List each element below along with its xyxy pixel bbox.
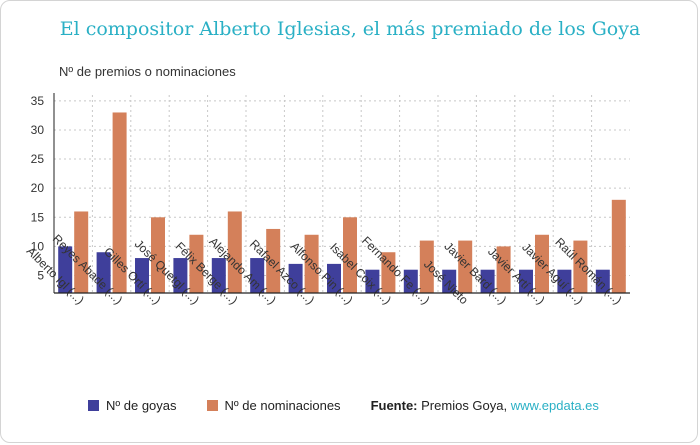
bar-nominaciones [458, 240, 473, 293]
source-label: Fuente: [370, 397, 418, 413]
bar-nominaciones [74, 211, 89, 293]
bar-nominaciones [266, 228, 281, 293]
chart-title: El compositor Alberto Iglesias, el más p… [59, 18, 641, 40]
source-text: Premios Goya, [421, 397, 508, 413]
y-tick-label: 30 [31, 123, 45, 137]
y-tick-label: 5 [37, 269, 44, 283]
bar-goyas [595, 269, 610, 293]
bar-goyas [480, 269, 495, 293]
legend-swatch-nominaciones [206, 399, 218, 411]
bar-goyas [557, 269, 572, 293]
bar-goyas [58, 246, 73, 293]
legend-swatch-goyas [88, 399, 99, 411]
bar-nominaciones [381, 252, 396, 293]
source-link[interactable]: www.epdata.es [510, 397, 599, 413]
legend-label-nominaciones: Nº de nominaciones [224, 397, 341, 413]
bar-nominaciones [304, 234, 319, 293]
y-tick-label: 25 [31, 152, 45, 166]
bar-goyas [403, 269, 418, 293]
bar-nominaciones [343, 217, 357, 293]
bar-goyas [365, 269, 380, 293]
bar-nominaciones [419, 240, 434, 293]
y-tick-label: 10 [31, 239, 45, 253]
bar-goyas [288, 263, 303, 293]
bar-goyas [173, 258, 188, 293]
legend-item-nominaciones[interactable]: Nº de nominaciones [206, 397, 341, 413]
legend: Nº de goyas Nº de nominaciones Fuente: P… [88, 396, 599, 414]
bar-goyas [135, 258, 149, 293]
bar-goyas [442, 269, 457, 293]
bar-nominaciones [496, 246, 511, 293]
y-tick-label: 20 [31, 181, 45, 195]
y-tick-label: 35 [31, 94, 45, 108]
legend-label-goyas: Nº de goyas [106, 397, 177, 413]
source-note: Fuente: Premios Goya, www.epdata.es [371, 398, 599, 413]
bar-nominaciones [112, 112, 127, 294]
bar-nominaciones [573, 240, 588, 293]
y-axis-label: Nº de premios o nominaciones [59, 64, 236, 79]
bar-nominaciones [189, 234, 204, 293]
bar-nominaciones [611, 199, 626, 293]
bar-goyas [211, 258, 226, 293]
bar-nominaciones [151, 217, 165, 293]
bar-goyas [96, 252, 111, 293]
bar-goyas [327, 263, 341, 293]
legend-item-goyas[interactable]: Nº de goyas [88, 398, 177, 413]
bar-goyas [250, 258, 265, 293]
bar-nominaciones [227, 211, 242, 293]
bar-goyas [519, 269, 533, 293]
bar-nominaciones [535, 234, 549, 293]
y-tick-label: 15 [31, 210, 45, 224]
